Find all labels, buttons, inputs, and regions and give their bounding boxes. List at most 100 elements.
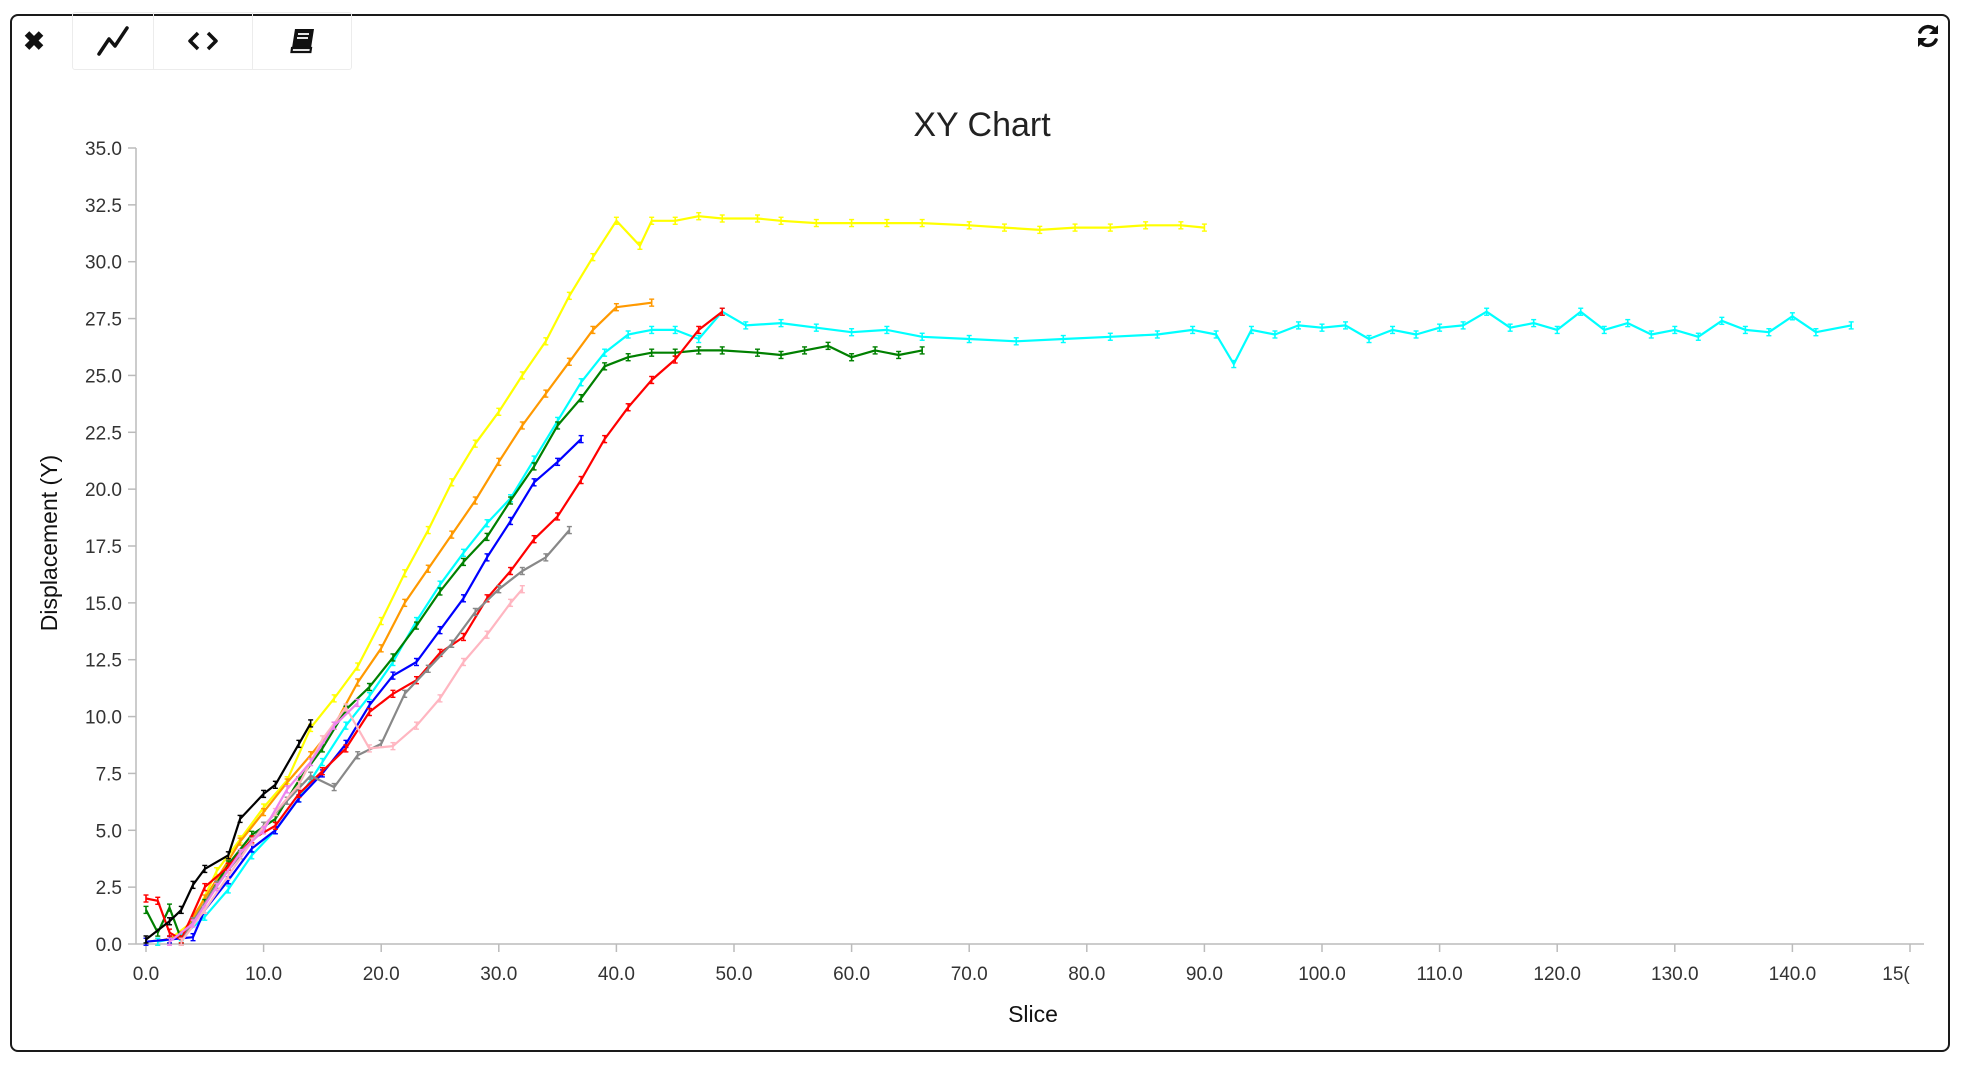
data-point bbox=[578, 475, 584, 485]
data-point bbox=[1695, 332, 1701, 341]
data-point bbox=[602, 362, 608, 371]
data-point bbox=[319, 766, 325, 776]
data-point bbox=[555, 457, 561, 467]
close-icon[interactable]: ✖ bbox=[23, 25, 45, 56]
data-point bbox=[296, 780, 302, 789]
data-point bbox=[425, 664, 431, 674]
data-point bbox=[484, 630, 490, 639]
data-point bbox=[519, 421, 525, 430]
x-tick-label: 130.0 bbox=[1651, 964, 1699, 985]
data-point bbox=[625, 330, 631, 339]
data-point bbox=[366, 682, 372, 692]
data-point bbox=[1272, 330, 1278, 339]
data-point bbox=[261, 789, 267, 799]
book-icon bbox=[290, 29, 314, 54]
data-point bbox=[390, 671, 396, 680]
data-point bbox=[696, 334, 702, 344]
data-point bbox=[802, 346, 808, 355]
x-tick-label: 15( bbox=[1882, 964, 1910, 985]
data-point bbox=[649, 375, 655, 385]
data-point bbox=[555, 512, 561, 521]
data-point bbox=[966, 221, 972, 230]
data-point bbox=[578, 378, 584, 387]
data-point bbox=[461, 548, 467, 558]
data-point bbox=[896, 350, 902, 360]
data-point bbox=[919, 346, 925, 355]
data-point bbox=[178, 905, 184, 915]
x-tick-label: 100.0 bbox=[1298, 964, 1346, 985]
docs-tab[interactable] bbox=[253, 13, 351, 69]
refresh-icon[interactable] bbox=[1908, 16, 1948, 56]
data-point bbox=[484, 519, 490, 528]
y-tick-label: 0.0 bbox=[96, 935, 122, 956]
data-point bbox=[449, 639, 455, 648]
data-point bbox=[590, 252, 596, 262]
y-tick-label: 30.0 bbox=[85, 253, 122, 274]
data-point bbox=[813, 218, 819, 228]
y-tick-label: 12.5 bbox=[85, 651, 122, 672]
data-point bbox=[425, 564, 431, 573]
data-point bbox=[1248, 325, 1254, 335]
data-point bbox=[472, 496, 478, 505]
data-point bbox=[778, 318, 784, 328]
data-point bbox=[1107, 332, 1113, 341]
data-point bbox=[919, 332, 925, 341]
data-point bbox=[719, 214, 725, 223]
x-tick-label: 90.0 bbox=[1186, 964, 1223, 985]
data-point bbox=[461, 657, 467, 667]
data-point bbox=[1578, 307, 1584, 316]
data-point bbox=[461, 594, 467, 603]
data-point bbox=[331, 782, 337, 792]
data-point bbox=[1390, 325, 1396, 335]
data-point bbox=[214, 882, 220, 892]
data-point bbox=[1190, 325, 1196, 335]
data-point bbox=[202, 864, 208, 874]
code-tab[interactable] bbox=[154, 13, 253, 69]
series-0 bbox=[143, 212, 1207, 946]
data-point bbox=[1460, 321, 1466, 330]
y-tick-label: 22.5 bbox=[85, 423, 122, 444]
x-tick-label: 70.0 bbox=[951, 964, 988, 985]
data-point bbox=[190, 932, 196, 942]
data-point bbox=[425, 525, 431, 535]
view-tabs bbox=[72, 12, 352, 70]
chart-panel bbox=[10, 14, 1950, 1052]
data-point bbox=[1766, 328, 1772, 337]
data-point bbox=[696, 346, 702, 355]
data-point bbox=[755, 214, 761, 223]
series-line bbox=[145, 344, 923, 941]
data-point bbox=[508, 566, 514, 576]
data-point bbox=[355, 751, 361, 760]
x-tick-label: 20.0 bbox=[363, 964, 400, 985]
y-tick-label: 25.0 bbox=[85, 366, 122, 387]
chart-tab[interactable] bbox=[73, 13, 154, 69]
data-point bbox=[237, 848, 243, 858]
data-point bbox=[813, 323, 819, 332]
data-point bbox=[143, 894, 149, 903]
data-point bbox=[696, 212, 702, 221]
data-point bbox=[413, 657, 419, 667]
series-line bbox=[145, 722, 312, 941]
data-point bbox=[1178, 221, 1184, 230]
data-point bbox=[1648, 330, 1654, 339]
data-point bbox=[508, 496, 514, 505]
series-line bbox=[180, 588, 524, 943]
data-point bbox=[378, 644, 384, 653]
y-axis-label: Displacement (Y) bbox=[36, 455, 62, 631]
data-point bbox=[449, 530, 455, 539]
data-point bbox=[613, 303, 619, 312]
data-point bbox=[1437, 323, 1443, 332]
x-tick-label: 60.0 bbox=[833, 964, 870, 985]
data-point bbox=[284, 785, 290, 794]
data-point bbox=[366, 691, 372, 701]
data-point bbox=[566, 357, 572, 366]
data-point bbox=[849, 218, 855, 228]
data-point bbox=[543, 553, 549, 562]
data-point bbox=[437, 625, 443, 635]
x-tick-label: 40.0 bbox=[598, 964, 635, 985]
data-point bbox=[1319, 323, 1325, 332]
data-point bbox=[566, 291, 572, 301]
data-point bbox=[496, 457, 502, 467]
data-point bbox=[672, 325, 678, 335]
data-point bbox=[1213, 330, 1219, 339]
